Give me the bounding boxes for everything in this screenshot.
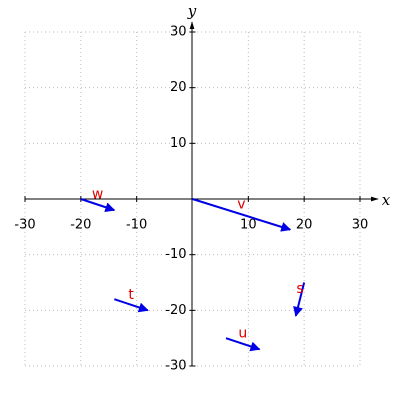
y-tick-label: 20	[170, 80, 187, 95]
x-tick-label: -20	[70, 218, 91, 233]
vector-arrow	[192, 198, 292, 232]
vector-arrow	[80, 198, 116, 213]
x-tick-label: -30	[14, 218, 35, 233]
y-tick-label: 30	[170, 25, 187, 40]
vector-label: v	[237, 196, 245, 212]
y-axis-label: y	[187, 2, 197, 20]
x-axis-label: x	[382, 191, 391, 209]
y-tick-label: -30	[165, 359, 186, 374]
x-tick-label: 30	[352, 218, 369, 233]
vector-arrow	[293, 282, 306, 317]
x-tick-label: 20	[296, 218, 313, 233]
vector-label: s	[296, 281, 303, 297]
y-tick-label: -20	[165, 303, 186, 318]
vector-label: w	[92, 187, 103, 203]
x-tick-label: 10	[240, 218, 257, 233]
vector-arrow	[114, 298, 149, 313]
y-tick-label: -10	[165, 247, 186, 262]
vector-label: u	[238, 326, 247, 342]
y-tick-label: 10	[170, 136, 187, 151]
vector-label: t	[128, 287, 134, 303]
x-tick-label: -10	[126, 218, 147, 233]
vector-arrow	[225, 337, 261, 352]
